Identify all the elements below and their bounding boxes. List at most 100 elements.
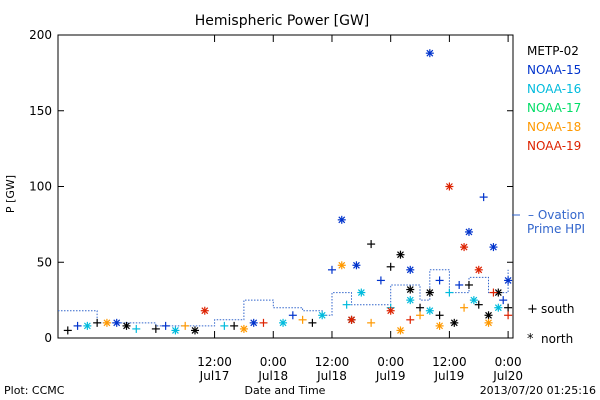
data-point (474, 265, 483, 274)
data-point (416, 311, 425, 320)
legend: METP-02 NOAA-15 NOAA-16 NOAA-17 NOAA-18 NOAA-… (527, 44, 581, 153)
data-point (259, 318, 268, 327)
x-tick-label-date: Jul18 (316, 369, 347, 383)
data-point (357, 288, 366, 297)
data-point (499, 296, 508, 305)
data-point (396, 326, 405, 335)
x-axis: 12:00Jul170:00Jul1812:00Jul180:00Jul1912… (197, 35, 523, 383)
data-point (406, 296, 415, 305)
data-point (279, 318, 288, 327)
data-point (455, 280, 464, 289)
legend-entry: NOAA-17 (527, 101, 581, 115)
data-point (435, 276, 444, 285)
legend-entry: NOAA-15 (527, 63, 581, 77)
data-point (474, 300, 483, 309)
data-point (337, 261, 346, 270)
x-tick-label-date: Jul19 (375, 369, 406, 383)
y-tick-label: 50 (37, 255, 52, 269)
symbol-legend-north-label: north (541, 332, 573, 346)
data-point (298, 315, 307, 324)
legend-entry: METP-02 (527, 44, 579, 58)
data-point (352, 261, 361, 270)
data-points (63, 49, 513, 335)
legend-entry: NOAA-18 (527, 120, 581, 134)
data-point (200, 306, 209, 315)
x-tick-label-time: 0:00 (260, 355, 287, 369)
data-point (161, 321, 170, 330)
y-tick-label: 150 (29, 104, 52, 118)
symbol-legend-north-symbol: * (527, 332, 534, 347)
data-point (239, 324, 248, 333)
legend-entry: NOAA-19 (527, 139, 581, 153)
data-point (445, 288, 454, 297)
data-point (347, 315, 356, 324)
data-point (504, 311, 513, 320)
data-point (318, 311, 327, 320)
data-point (112, 318, 121, 327)
data-point (435, 321, 444, 330)
symbol-legend-south-label: south (541, 302, 575, 316)
data-point (102, 318, 111, 327)
data-point (181, 321, 190, 330)
data-point (132, 324, 141, 333)
data-point (469, 296, 478, 305)
data-point (406, 265, 415, 274)
data-point (464, 280, 473, 289)
data-point (464, 227, 473, 236)
data-point (63, 326, 72, 335)
data-point (494, 303, 503, 312)
data-point (376, 276, 385, 285)
legend-entry: NOAA-16 (527, 82, 581, 96)
data-point (73, 321, 82, 330)
data-point (151, 324, 160, 333)
symbol-legend-south-symbol: + (527, 302, 538, 317)
data-point (93, 318, 102, 327)
data-point (460, 303, 469, 312)
data-point (484, 318, 493, 327)
plot-frame (57, 34, 514, 339)
data-point (450, 318, 459, 327)
footer-left: Plot: CCMC (4, 384, 65, 397)
data-point (396, 250, 405, 259)
y-tick-label: 200 (29, 28, 52, 42)
data-point (484, 311, 493, 320)
data-point (416, 303, 425, 312)
y-axis: 0 50 100 150 200 (29, 28, 513, 345)
data-point (406, 315, 415, 324)
data-point (406, 285, 415, 294)
data-point (435, 311, 444, 320)
x-axis-label: Date and Time (245, 384, 326, 397)
x-tick-label-time: 12:00 (432, 355, 467, 369)
y-tick-label: 100 (29, 180, 52, 194)
ovation-legend-line2: Prime HPI (527, 222, 585, 236)
data-point (171, 326, 180, 335)
data-point (122, 321, 131, 330)
data-point (367, 318, 376, 327)
ovation-prime-line (58, 269, 509, 327)
y-axis-label: P [GW] (4, 175, 17, 213)
data-point (460, 243, 469, 252)
data-point (386, 306, 395, 315)
ovation-legend-line1: – Ovation (528, 208, 585, 222)
data-point (327, 265, 336, 274)
data-point (425, 288, 434, 297)
data-point (230, 321, 239, 330)
data-point (308, 318, 317, 327)
data-point (190, 326, 199, 335)
data-point (220, 321, 229, 330)
data-point (479, 193, 488, 202)
x-tick-label-time: 0:00 (377, 355, 404, 369)
data-point (504, 303, 513, 312)
footer-right: 2013/07/20 01:25:16 (480, 384, 596, 397)
x-tick-label-date: Jul18 (257, 369, 288, 383)
ovation-prime-series (58, 269, 509, 327)
x-tick-label-date: Jul17 (199, 369, 230, 383)
data-point (386, 262, 395, 271)
data-point (425, 306, 434, 315)
y-tick-label: 0 (44, 331, 52, 345)
data-point (83, 321, 92, 330)
data-point (249, 318, 258, 327)
x-tick-label-time: 0:00 (495, 355, 522, 369)
x-tick-label-time: 12:00 (197, 355, 232, 369)
